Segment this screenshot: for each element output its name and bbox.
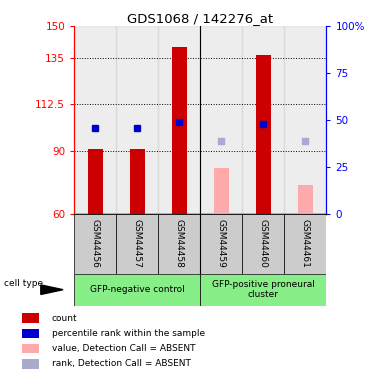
Text: GSM44459: GSM44459 [217, 219, 226, 268]
Bar [298, 184, 313, 214]
Text: count: count [52, 314, 78, 322]
Bar [22, 344, 39, 354]
Bar [242, 26, 285, 214]
Text: GSM44460: GSM44460 [259, 219, 268, 268]
Bar [22, 359, 39, 369]
Text: rank, Detection Call = ABSENT: rank, Detection Call = ABSENT [52, 359, 191, 368]
Bar [200, 274, 326, 306]
Text: value, Detection Call = ABSENT: value, Detection Call = ABSENT [52, 344, 196, 353]
Polygon shape [41, 285, 63, 294]
Title: GDS1068 / 142276_at: GDS1068 / 142276_at [127, 12, 273, 25]
Bar [200, 26, 242, 214]
Bar [22, 313, 39, 323]
Bar [242, 214, 285, 274]
Text: cell type: cell type [4, 279, 43, 288]
Text: GFP-positive proneural
cluster: GFP-positive proneural cluster [212, 280, 315, 299]
Bar [116, 26, 158, 214]
Bar [285, 26, 326, 214]
Bar [256, 56, 271, 214]
Text: GSM44458: GSM44458 [175, 219, 184, 268]
Text: percentile rank within the sample: percentile rank within the sample [52, 329, 205, 338]
Bar [74, 214, 116, 274]
Bar [88, 149, 102, 214]
Bar [214, 168, 229, 214]
Bar [22, 328, 39, 338]
Text: GSM44456: GSM44456 [91, 219, 100, 268]
Text: GSM44461: GSM44461 [301, 219, 310, 268]
Text: GSM44457: GSM44457 [133, 219, 142, 268]
Text: GFP-negative control: GFP-negative control [90, 285, 185, 294]
Bar [172, 47, 187, 214]
Bar [158, 26, 200, 214]
Bar [130, 149, 145, 214]
Bar [74, 274, 200, 306]
Bar [74, 26, 116, 214]
Bar [200, 214, 242, 274]
Bar [116, 214, 158, 274]
Bar [158, 214, 200, 274]
Bar [285, 214, 326, 274]
